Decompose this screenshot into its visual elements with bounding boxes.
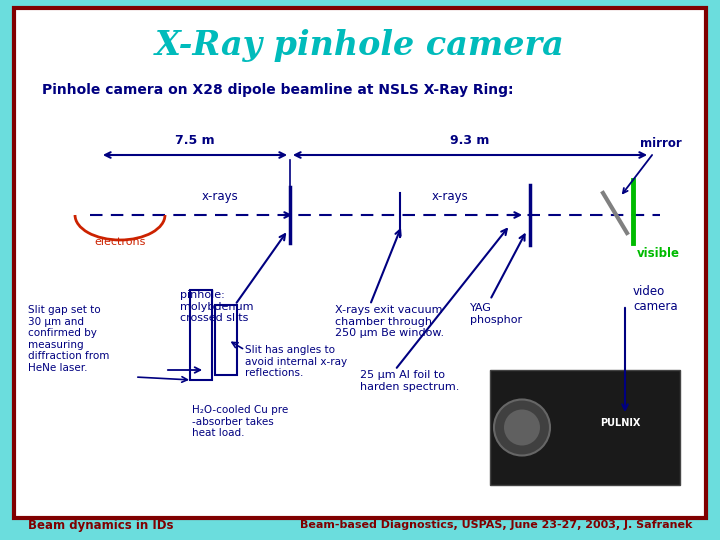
- Text: Beam-based Diagnostics, USPAS, June 23-27, 2003, J. Safranek: Beam-based Diagnostics, USPAS, June 23-2…: [300, 520, 692, 530]
- Text: YAG
phosphor: YAG phosphor: [470, 303, 522, 325]
- Bar: [215, 305, 237, 375]
- Text: x-rays: x-rays: [431, 190, 469, 203]
- Text: pinhole:
molybdenum
crossed slits: pinhole: molybdenum crossed slits: [180, 290, 253, 323]
- Text: X-Ray pinhole camera: X-Ray pinhole camera: [155, 29, 565, 62]
- Text: Beam dynamics in IDs: Beam dynamics in IDs: [28, 518, 174, 531]
- Text: Slit has angles to
avoid internal x-ray
reflections.: Slit has angles to avoid internal x-ray …: [245, 345, 347, 378]
- Text: 25 μm Al foil to
harden spectrum.: 25 μm Al foil to harden spectrum.: [360, 370, 459, 392]
- Text: 9.3 m: 9.3 m: [450, 134, 490, 147]
- Text: mirror: mirror: [623, 137, 682, 193]
- Text: Pinhole camera on X28 dipole beamline at NSLS X-Ray Ring:: Pinhole camera on X28 dipole beamline at…: [42, 83, 513, 97]
- Text: electrons: electrons: [94, 237, 145, 247]
- Bar: [490, 370, 680, 485]
- Text: PULNIX: PULNIX: [600, 417, 640, 428]
- Text: H₂O-cooled Cu pre
-absorber takes
heat load.: H₂O-cooled Cu pre -absorber takes heat l…: [192, 405, 288, 438]
- Text: x-rays: x-rays: [202, 190, 238, 203]
- Circle shape: [504, 409, 540, 445]
- Circle shape: [494, 400, 550, 456]
- Bar: [190, 290, 212, 380]
- Text: Slit gap set to
30 μm and
confirmed by
measuring
diffraction from
HeNe laser.: Slit gap set to 30 μm and confirmed by m…: [28, 305, 109, 373]
- Text: X-rays exit vacuum
chamber through
250 μm Be window.: X-rays exit vacuum chamber through 250 μ…: [335, 305, 444, 338]
- Text: visible: visible: [637, 247, 680, 260]
- Text: 7.5 m: 7.5 m: [175, 134, 215, 147]
- Text: video
camera: video camera: [633, 285, 678, 313]
